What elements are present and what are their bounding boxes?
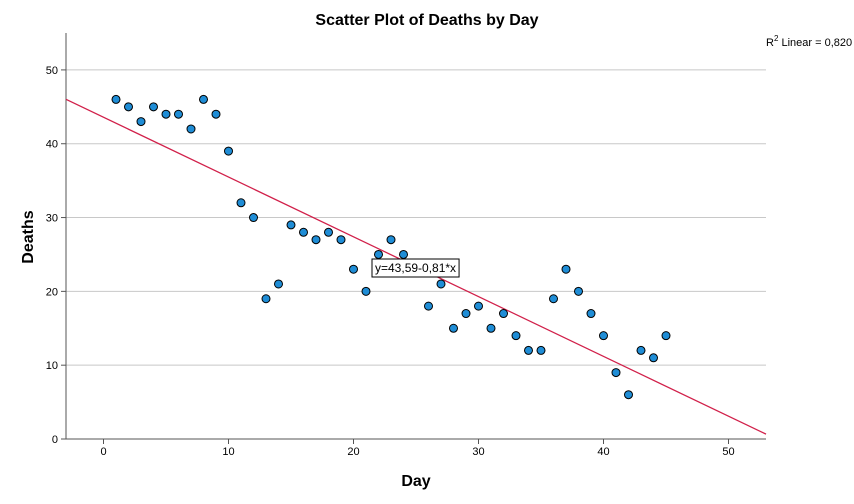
data-point [311, 235, 321, 245]
axes [61, 33, 766, 444]
data-point [486, 323, 496, 333]
data-point [211, 109, 221, 119]
data-point [236, 198, 246, 208]
data-point [186, 124, 196, 134]
data-point [299, 227, 308, 237]
r2-superscript: 2 [774, 34, 779, 43]
data-point [611, 368, 621, 378]
data-points [111, 94, 671, 400]
x-axis-title: Day [401, 473, 430, 490]
chart-title: Scatter Plot of Deaths by Day [315, 12, 538, 29]
data-point [386, 235, 396, 245]
y-tick-label: 10 [46, 360, 58, 372]
fit-equation-box [371, 258, 460, 278]
data-point [124, 102, 133, 112]
data-point [336, 235, 346, 245]
data-point [524, 345, 533, 355]
r2-prefix: R [766, 37, 774, 49]
data-point [536, 345, 546, 355]
data-point [361, 286, 371, 296]
data-point [461, 309, 471, 319]
data-point [199, 94, 208, 104]
data-point [586, 309, 596, 319]
tick-labels: 0 10 20 30 40 50 0 10 20 30 40 50 [46, 65, 735, 458]
y-tick-label: 0 [52, 434, 58, 446]
data-point [561, 264, 571, 274]
data-point [174, 109, 183, 119]
x-tick-label: 40 [597, 446, 609, 458]
data-point [574, 286, 583, 296]
data-point [449, 323, 458, 333]
data-point [349, 264, 358, 274]
data-point [636, 345, 646, 355]
data-point [149, 102, 158, 112]
data-point [224, 146, 233, 156]
data-point [624, 390, 633, 400]
fit-equation-group: y=43,59-0,81*x [371, 258, 460, 278]
y-axis-title: Deaths [20, 210, 37, 263]
x-tick-label: 20 [347, 446, 359, 458]
data-point [661, 331, 671, 341]
y-tick-label: 40 [46, 139, 58, 151]
grid-lines [66, 69, 766, 366]
data-point [274, 279, 283, 289]
data-point [399, 249, 408, 259]
data-point [374, 249, 383, 259]
y-tick-label: 30 [46, 213, 58, 225]
data-point [424, 301, 433, 311]
y-tick-label: 50 [46, 65, 58, 77]
x-tick-label: 30 [472, 446, 484, 458]
r2-suffix: Linear = 0,820 [778, 37, 852, 49]
data-point [324, 227, 333, 237]
data-point [111, 94, 121, 104]
data-point [136, 117, 146, 127]
x-tick-label: 0 [100, 446, 106, 458]
fit-equation-label: y=43,59-0,81*x [375, 261, 456, 275]
x-tick-label: 10 [222, 446, 234, 458]
y-tick-label: 20 [46, 286, 58, 298]
data-point [499, 309, 508, 319]
data-point [599, 331, 608, 341]
r2-label: R2 Linear = 0,820 [766, 34, 852, 49]
data-point [474, 301, 483, 311]
data-point [436, 279, 446, 289]
data-point [549, 294, 558, 304]
data-point [249, 213, 258, 223]
data-point [511, 331, 521, 341]
data-point [161, 109, 171, 119]
data-point [286, 220, 296, 230]
x-tick-label: 50 [722, 446, 734, 458]
data-point [649, 353, 658, 363]
data-point [261, 294, 271, 304]
